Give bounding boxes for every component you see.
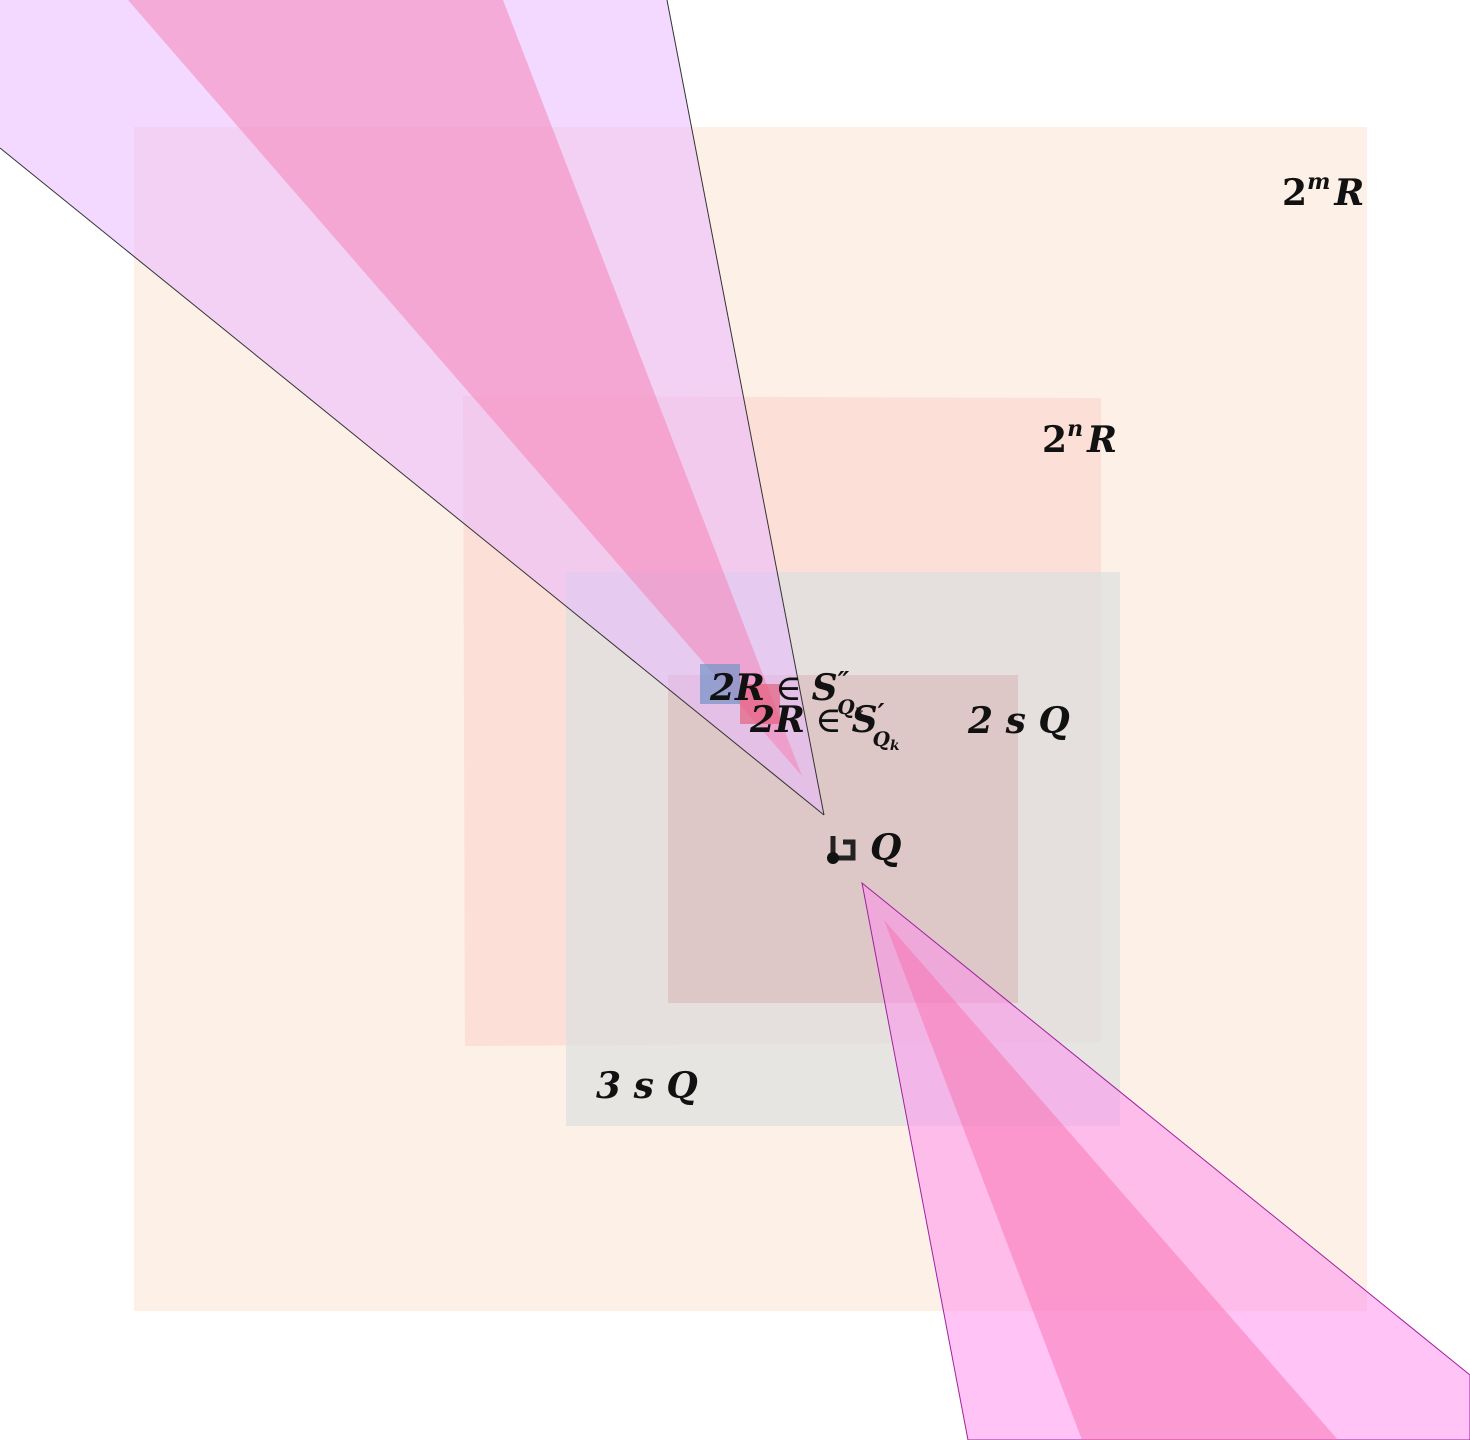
upper-wide-cone — [0, 0, 824, 815]
label-Q: Q — [870, 827, 901, 869]
lower-wide-cone — [861, 881, 1470, 1440]
small-cube-red — [740, 684, 780, 724]
label-2nR: 2n R — [1042, 416, 1117, 461]
q-corner-marker — [830, 836, 856, 861]
q-point — [827, 852, 839, 864]
label-3sQ: 3 s Q — [596, 1065, 698, 1107]
label-s-double-prime: 2R ∈ S″ Qk — [709, 667, 865, 722]
small-cube-blue — [700, 664, 740, 704]
label-s-prime: 2R ∈ S′ Qk — [749, 699, 900, 754]
upper-cone-edge-left — [0, 147, 825, 816]
upper-narrow-cone — [128, 0, 802, 776]
label-2sQ: 2 s Q — [967, 700, 1070, 742]
label-2mR: 2m R — [1282, 169, 1364, 214]
upper-cone-edge-right — [666, 0, 825, 816]
lower-narrow-cone — [884, 920, 1338, 1440]
